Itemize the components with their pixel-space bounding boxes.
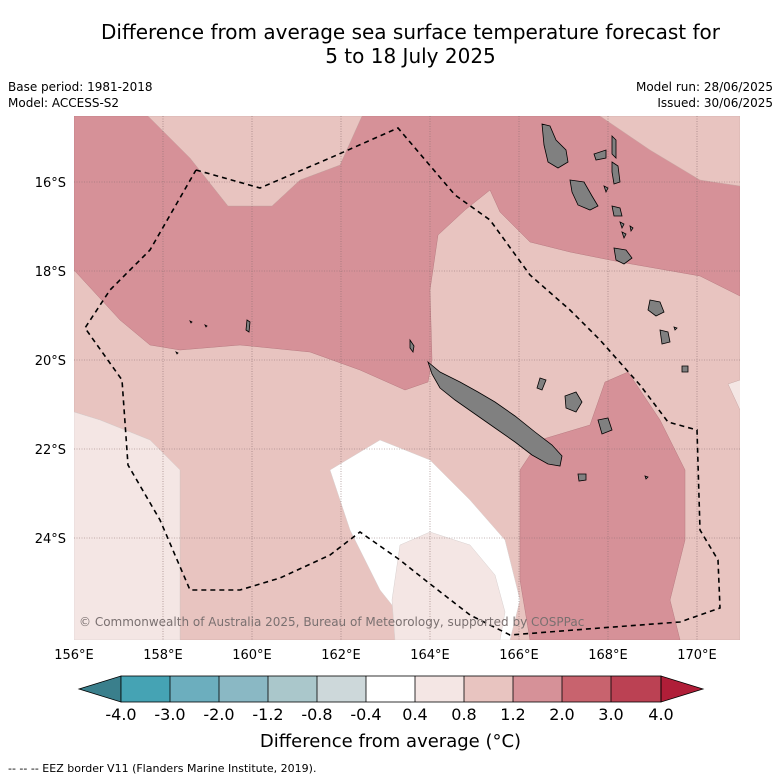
colorbar-segment-6 <box>366 676 415 702</box>
colorbar-tick-label: -2.0 <box>203 705 234 724</box>
vanuatu-espiritu-santo <box>541 123 569 169</box>
chart-title-line2: 5 to 18 July 2025 <box>325 44 496 68</box>
lon-label-156e: 156°E <box>54 648 94 663</box>
anomaly-zone-1-2-to-2-0-southeast <box>519 371 686 640</box>
copyright-text: © Commonwealth of Australia 2025, Bureau… <box>79 615 584 629</box>
vanuatu-tanna <box>659 329 671 345</box>
new-caledonia-land <box>427 360 563 467</box>
vanuatu-efate <box>613 247 633 265</box>
vanuatu-epi <box>611 205 623 217</box>
model-run: Model run: 28/06/2025 <box>635 80 773 94</box>
colorbar-segment-3 <box>219 676 268 702</box>
colorbar-tick-label: 3.0 <box>598 705 623 724</box>
vanuatu-aneityum <box>681 365 689 373</box>
vanuatu-maewo <box>611 135 617 159</box>
anomaly-zone-0-4-to-0-8-west <box>74 411 181 640</box>
eez-border <box>84 127 721 636</box>
colorbar-segment-7 <box>415 676 464 702</box>
colorbar-extend-high <box>660 675 705 703</box>
base-period: Base period: 1981-2018 <box>8 80 153 94</box>
colorbar-title: Difference from average (°C) <box>259 731 522 752</box>
lat-label-24s: 24°S <box>35 532 66 547</box>
colorbar-segment-2 <box>170 676 219 702</box>
lon-label-168e: 168°E <box>588 648 628 663</box>
reef-dots <box>175 320 678 480</box>
vanuatu-ambae <box>593 149 607 161</box>
colorbar-segment-9 <box>513 676 562 702</box>
anomaly-zone-0-8-to-1-2-northeast <box>599 116 740 187</box>
chesterfield-islands <box>245 319 251 333</box>
colorbar-tick-label: 0.8 <box>451 705 476 724</box>
loyalty-island-mare <box>597 417 613 435</box>
colorbar-segment-4 <box>268 676 317 702</box>
map-area: © Commonwealth of Australia 2025, Bureau… <box>74 116 740 640</box>
lon-label-162e: 162°E <box>321 648 361 663</box>
lon-label-160e: 160°E <box>232 648 272 663</box>
lon-label-164e: 164°E <box>410 648 450 663</box>
colorbar-segment-11 <box>611 676 661 702</box>
colorbar-segment-1 <box>121 676 170 702</box>
isle-of-pines <box>577 473 587 482</box>
colorbar-segment-5 <box>317 676 366 702</box>
model-name: Model: ACCESS-S2 <box>8 96 120 110</box>
colorbar-tick-label: -1.2 <box>252 705 283 724</box>
colorbar: -4.0 -3.0 -2.0 -1.2 -0.8 -0.4 0.4 0.8 1.… <box>77 675 705 724</box>
loyalty-island-ouvea <box>536 377 547 391</box>
colorbar-segment-10 <box>562 676 611 702</box>
anomaly-zone-0-8-to-1-2-top <box>147 116 363 207</box>
colorbar-tick-label: 4.0 <box>648 705 673 724</box>
colorbar-tick-label: -0.4 <box>350 705 381 724</box>
anomaly-zone-0-4-to-0-8-south <box>391 531 506 640</box>
vanuatu-pentecost <box>611 161 621 185</box>
colorbar-segment-8 <box>464 676 513 702</box>
colorbar-tick-label: 2.0 <box>549 705 574 724</box>
lon-label-166e: 166°E <box>499 648 539 663</box>
lat-label-20s: 20°S <box>35 354 66 369</box>
colorbar-tick-label: 0.4 <box>402 705 427 724</box>
issued-date: Issued: 30/06/2025 <box>657 96 773 110</box>
lat-label-22s: 22°S <box>35 443 66 458</box>
colorbar-tick-label: -0.8 <box>301 705 332 724</box>
colorbar-tick-label: -4.0 <box>105 705 136 724</box>
lat-label-16s: 16°S <box>35 176 66 191</box>
belep-islands <box>409 338 415 353</box>
chart-title-line1: Difference from average sea surface temp… <box>100 20 720 44</box>
colorbar-extend-low <box>77 675 122 703</box>
lat-label-18s: 18°S <box>35 265 66 280</box>
colorbar-tick-label: -3.0 <box>154 705 185 724</box>
vanuatu-malekula <box>569 179 599 211</box>
lon-label-170e: 170°E <box>677 648 717 663</box>
vanuatu-small-islands <box>603 185 634 240</box>
eez-legend-note: -- -- -- EEZ border V11 (Flanders Marine… <box>8 762 317 775</box>
colorbar-tick-label: 1.2 <box>500 705 525 724</box>
vanuatu-erromango <box>647 299 665 317</box>
graticule <box>74 116 740 640</box>
lon-label-158e: 158°E <box>143 648 183 663</box>
loyalty-island-lifou <box>564 391 583 413</box>
